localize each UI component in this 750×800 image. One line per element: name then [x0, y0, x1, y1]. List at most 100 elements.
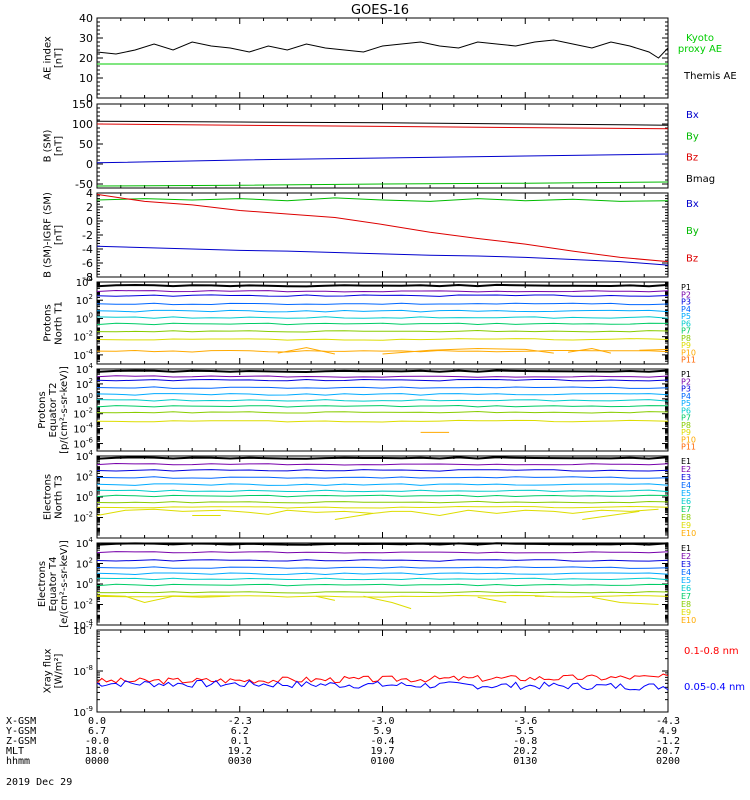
panel-bsm-ytick-label: 100 [72, 118, 93, 131]
ephemeris-value: 20.2 [513, 746, 537, 757]
panel-p_north-trace-p9 [96, 338, 669, 341]
panel-bsm-series-bmag [96, 120, 669, 126]
legend-e1: E1 [681, 544, 691, 553]
panel-bigrf-ytick-label: 0 [86, 215, 93, 228]
panel-p_eq-ytick-label: 10-4 [73, 422, 93, 436]
panel-xray-frame [96, 629, 669, 713]
panel-e_north-trace-e2 [96, 462, 669, 466]
legend-p5: P5 [681, 312, 691, 321]
panel-p_eq-trace-p1 [96, 369, 669, 374]
legend-p9: P9 [681, 341, 691, 350]
panel-p_north-trace-p7 [96, 322, 669, 326]
panel-e_eq-ytick-label: 10-4 [73, 618, 93, 632]
panel-xray-ylabel-line: Xray flux [43, 649, 54, 694]
ephemeris-value: 0200 [656, 756, 680, 767]
panel-ae-ylabel: AE index [nT] [43, 36, 65, 80]
panel-e_eq-trace-e9 [96, 594, 231, 604]
panel-bigrf-ytick-label: 2 [86, 201, 93, 214]
legend-p6: P6 [681, 319, 691, 328]
panel-bsm-series-by [96, 181, 669, 187]
panel-p_eq-ylabel-line: Protons [37, 391, 48, 428]
panel-bigrf-ytick-label: -8 [82, 271, 93, 284]
panel-e_eq-ylabel-line: [e/(cm²-s-sr-keV)] [59, 540, 70, 628]
panel-p_north-ytick-label: 102 [76, 293, 93, 307]
panel-e_north-ylabel-line: North T3 [54, 475, 65, 519]
panel-p_eq-ytick-label: 10-2 [73, 407, 93, 421]
legend-e10: E10 [681, 529, 696, 538]
ephemeris-value: -1.2 [656, 736, 680, 747]
legend-e2: E2 [681, 465, 691, 474]
panel-e_north-frame [96, 455, 669, 539]
panel-p_eq-trace-p5 [96, 393, 669, 396]
panel-e_north-trace-e8 [96, 500, 669, 504]
panel-bsm-ytick-label: 150 [72, 98, 93, 111]
ephemeris-value: 0130 [513, 756, 537, 767]
legend-e5: E5 [681, 489, 691, 498]
panel-bigrf-ylabel-line: [nT] [54, 225, 65, 245]
ephemeris-value: 20.7 [656, 746, 680, 757]
legend-bx: Bx [686, 199, 699, 210]
panel-bsm-series-bz [96, 123, 669, 130]
ephemeris-value: -4.3 [656, 716, 680, 727]
ephemeris-value: 0.1 [231, 736, 249, 747]
legend-e6: E6 [681, 497, 691, 506]
panel-p_north-ytick-label: 100 [76, 311, 93, 325]
ephemeris-value: -2.3 [228, 716, 252, 727]
panel-xray-ytick-label: 10-8 [73, 664, 93, 678]
ephemeris-row-label: hhmm [6, 756, 30, 767]
panel-e_eq-ylabel-line: Electrons [37, 561, 48, 607]
legend-e9: E9 [681, 521, 691, 530]
panel-xray-series-short [96, 679, 669, 691]
panel-bigrf-ytick-label: -2 [82, 229, 93, 242]
legend-p8: P8 [681, 334, 691, 343]
legend-p3: P3 [681, 298, 691, 307]
panel-p_north-trace-p2 [96, 289, 669, 293]
panel-xray-ytick-label: 10-9 [73, 705, 93, 719]
panel-e_eq-ylabel: Electrons Equator T4 [e/(cm²-s-sr-keV)] [37, 540, 70, 628]
legend-p2: P2 [681, 377, 691, 386]
panel-p_eq-ylabel-line: Equator T2 [48, 383, 59, 438]
panel-bigrf-series-bx [96, 245, 669, 266]
ephemeris-row-label: Y-GSM [6, 726, 36, 737]
legend-e3: E3 [681, 473, 691, 482]
legend-p8: P8 [681, 421, 691, 430]
legend-p6: P6 [681, 406, 691, 415]
panel-e_eq-ytick-label: 100 [76, 577, 93, 591]
panel-p_eq-ytick-label: 100 [76, 392, 93, 406]
panel-bsm-ylabel-line: [nT] [54, 136, 65, 156]
legend-bx: Bx [686, 110, 699, 121]
legend-e2: E2 [681, 552, 691, 561]
legend-bz: Bz [686, 253, 698, 264]
legend-e6: E6 [681, 584, 691, 593]
panel-bsm-ytick-label: 50 [79, 138, 93, 151]
panel-xray-series-long [96, 673, 669, 685]
panel-xray-ytick-label: 10-7 [73, 623, 93, 637]
panel-p_north-ylabel: Protons North T1 [43, 301, 65, 345]
legend-by: By [686, 226, 699, 237]
legend-bmag: Bmag [686, 174, 715, 185]
legend-e4: E4 [681, 481, 691, 490]
panel-bigrf-series-bz [96, 193, 669, 263]
panel-e_north-trace-e9 [96, 505, 669, 509]
panel-p_eq-trace-p8 [96, 410, 669, 414]
legend-p3: P3 [681, 385, 691, 394]
legend-p7: P7 [681, 327, 691, 336]
panel-p_north-trace-p10 [382, 347, 554, 355]
ephemeris-value: 6.7 [88, 726, 106, 737]
ephemeris-value: 4.9 [659, 726, 677, 737]
legend-p1: P1 [681, 370, 691, 379]
panel-p_eq-trace-p3 [96, 378, 669, 382]
ephemeris-row-label: MLT [6, 746, 24, 757]
panel-ae-ytick-label: 20 [79, 52, 93, 65]
ephemeris-value: 0100 [370, 756, 394, 767]
legend-kyoto-ae: proxy AE [678, 44, 722, 55]
legend-e10: E10 [681, 616, 696, 625]
panel-e_north-trace-e6 [96, 489, 669, 493]
panel-e_north-ytick-label: 100 [76, 490, 93, 504]
legend-e4: E4 [681, 568, 691, 577]
panel-e_north-trace-e7 [96, 494, 669, 498]
panel-e_north-ytick-label: 104 [76, 449, 94, 463]
panel-bsm-series-bx [96, 153, 669, 164]
panel-e_eq-trace-e8 [96, 590, 669, 594]
panel-ae-ylabel-line: [nT] [54, 48, 65, 68]
